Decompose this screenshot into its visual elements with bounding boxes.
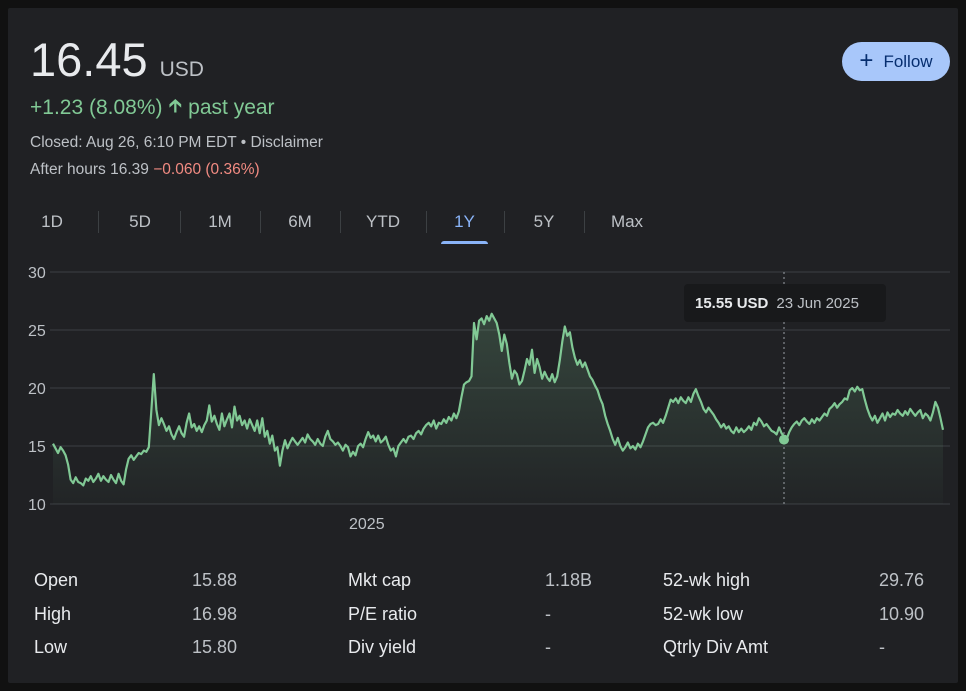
y-tick-label: 10 xyxy=(28,497,46,514)
stat-value-open: 15.88 xyxy=(192,570,238,590)
stat-label-mkt-cap: Mkt cap xyxy=(348,570,412,590)
separator-dot: • xyxy=(236,134,251,151)
tooltip-value: 15.55 USD xyxy=(695,294,769,312)
price-change: +1.23 (8.08%) 🡱 past year xyxy=(30,92,275,124)
follow-button-label: Follow xyxy=(883,51,933,71)
tab-1d[interactable]: 1D xyxy=(41,212,63,231)
hover-point xyxy=(779,434,789,445)
stat-value-52wk-low: 10.90 xyxy=(879,604,925,624)
tab-divider xyxy=(98,211,99,233)
stat-label-52wk-high: 52-wk high xyxy=(663,570,751,590)
currency-label: USD xyxy=(159,58,204,81)
price-chart[interactable]: 30 25 20 15 10 2025 xyxy=(8,8,958,548)
tab-divider xyxy=(340,211,341,233)
tab-divider xyxy=(426,211,427,233)
closed-time: Closed: Aug 26, 6:10 PM EDT xyxy=(30,134,237,151)
stat-value-52wk-high: 29.76 xyxy=(879,570,925,590)
y-tick-label: 25 xyxy=(28,323,46,340)
tab-divider xyxy=(260,211,261,233)
stats-row: Low 15.80 Div yield - Qtrly Div Amt - xyxy=(34,637,934,667)
market-status: Closed: Aug 26, 6:10 PM EDT • Disclaimer xyxy=(30,134,323,152)
tab-divider xyxy=(584,211,585,233)
price-change-period: past year xyxy=(188,96,275,119)
stat-label-high: High xyxy=(34,604,72,624)
follow-button[interactable]: + Follow xyxy=(842,42,950,81)
stats-row: High 16.98 P/E ratio - 52-wk low 10.90 xyxy=(34,604,934,634)
y-tick-label: 20 xyxy=(28,381,46,398)
current-price: 16.45 xyxy=(30,33,148,86)
tab-5d[interactable]: 5D xyxy=(129,212,151,231)
plus-icon: + xyxy=(859,46,874,74)
arrow-up-icon: 🡱 xyxy=(168,96,183,117)
stat-label-52wk-low: 52-wk low xyxy=(663,604,744,624)
x-tick-label: 2025 xyxy=(349,516,385,533)
stat-value-div-yield: - xyxy=(545,637,551,657)
stat-label-pe-ratio: P/E ratio xyxy=(348,604,418,624)
tab-1y[interactable]: 1Y xyxy=(454,212,475,231)
tab-5y[interactable]: 5Y xyxy=(533,212,555,231)
stat-value-qtrly-div: - xyxy=(879,637,885,657)
hover-tooltip: 15.55 USD 23 Jun 2025 xyxy=(684,284,886,322)
after-hours: After hours 16.39 −0.060 (0.36%) xyxy=(30,161,260,179)
price-area-fill xyxy=(53,313,943,504)
active-tab-indicator xyxy=(441,241,488,244)
stat-value-mkt-cap: 1.18B xyxy=(545,570,593,590)
stat-label-div-yield: Div yield xyxy=(348,637,417,657)
tab-1m[interactable]: 1M xyxy=(208,212,232,231)
stat-label-qtrly-div: Qtrly Div Amt xyxy=(663,637,769,657)
stat-value-pe-ratio: - xyxy=(545,604,551,624)
stat-value-high: 16.98 xyxy=(192,604,238,624)
stat-label-low: Low xyxy=(34,637,68,657)
tab-divider xyxy=(504,211,505,233)
tab-6m[interactable]: 6M xyxy=(288,212,312,231)
y-tick-label: 30 xyxy=(28,265,46,282)
price-change-value: +1.23 (8.08%) xyxy=(30,96,163,119)
stats-row: Open 15.88 Mkt cap 1.18B 52-wk high 29.7… xyxy=(34,570,934,600)
tab-divider xyxy=(180,211,181,233)
stat-label-open: Open xyxy=(34,570,79,590)
after-hours-price: After hours 16.39 xyxy=(30,161,149,178)
stock-quote-card: 16.45 USD + Follow +1.23 (8.08%) 🡱 past … xyxy=(8,8,958,683)
tab-max[interactable]: Max xyxy=(610,212,644,231)
price-row: 16.45 USD xyxy=(30,32,204,87)
disclaimer-link[interactable]: Disclaimer xyxy=(250,134,323,151)
y-tick-label: 15 xyxy=(28,439,46,456)
stat-value-low: 15.80 xyxy=(192,637,238,657)
tab-ytd[interactable]: YTD xyxy=(366,212,400,231)
tooltip-date: 23 Jun 2025 xyxy=(776,294,859,312)
price-line xyxy=(52,312,945,487)
after-hours-change: −0.060 (0.36%) xyxy=(153,161,260,178)
